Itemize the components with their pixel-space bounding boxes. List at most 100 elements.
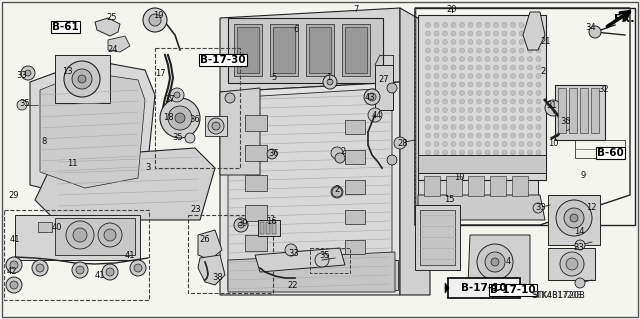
- Bar: [234, 24, 262, 76]
- Circle shape: [511, 133, 515, 138]
- Text: 20: 20: [447, 5, 457, 14]
- Circle shape: [451, 133, 456, 138]
- Circle shape: [102, 264, 118, 280]
- Text: B-17-30: B-17-30: [200, 55, 246, 65]
- Bar: [228, 18, 383, 83]
- Circle shape: [451, 159, 456, 164]
- Circle shape: [519, 124, 524, 130]
- Circle shape: [442, 73, 447, 78]
- Circle shape: [502, 40, 507, 44]
- Circle shape: [451, 23, 456, 27]
- Circle shape: [527, 116, 532, 121]
- Circle shape: [442, 142, 447, 146]
- Circle shape: [485, 65, 490, 70]
- Circle shape: [493, 48, 499, 53]
- Text: B-60: B-60: [597, 148, 624, 158]
- Polygon shape: [198, 255, 225, 285]
- Circle shape: [426, 167, 431, 172]
- Circle shape: [477, 116, 481, 121]
- Circle shape: [442, 124, 447, 130]
- Circle shape: [434, 65, 439, 70]
- Circle shape: [485, 133, 490, 138]
- Bar: [342, 24, 370, 76]
- Circle shape: [519, 23, 524, 27]
- Circle shape: [442, 116, 447, 121]
- Text: 7: 7: [353, 5, 358, 14]
- Polygon shape: [220, 8, 400, 92]
- Circle shape: [185, 133, 195, 143]
- Bar: [375, 65, 393, 110]
- Circle shape: [485, 159, 490, 164]
- Bar: [424, 176, 440, 196]
- Polygon shape: [108, 36, 130, 52]
- Text: 28: 28: [397, 138, 408, 147]
- Text: 31: 31: [547, 100, 557, 109]
- Circle shape: [442, 82, 447, 87]
- Circle shape: [533, 203, 543, 213]
- Circle shape: [434, 150, 439, 155]
- Text: 2: 2: [540, 68, 546, 77]
- Circle shape: [545, 100, 561, 116]
- Polygon shape: [55, 218, 135, 255]
- Circle shape: [536, 82, 541, 87]
- Text: 5: 5: [271, 73, 276, 83]
- Circle shape: [502, 73, 507, 78]
- Circle shape: [527, 159, 532, 164]
- Text: 33: 33: [289, 249, 300, 257]
- Circle shape: [491, 258, 499, 266]
- Text: FR.: FR.: [614, 14, 634, 24]
- Circle shape: [493, 167, 499, 172]
- Circle shape: [225, 93, 235, 103]
- Circle shape: [238, 222, 244, 228]
- Text: 27: 27: [379, 75, 389, 84]
- Circle shape: [451, 91, 456, 95]
- Circle shape: [426, 31, 431, 36]
- Circle shape: [451, 150, 456, 155]
- Circle shape: [331, 147, 343, 159]
- Circle shape: [426, 108, 431, 113]
- Circle shape: [477, 150, 481, 155]
- Circle shape: [434, 99, 439, 104]
- Circle shape: [485, 23, 490, 27]
- Circle shape: [468, 40, 473, 44]
- Circle shape: [536, 65, 541, 70]
- Bar: [237, 27, 259, 73]
- Text: 40: 40: [52, 222, 62, 232]
- Circle shape: [502, 65, 507, 70]
- Text: STK4B1720B: STK4B1720B: [534, 291, 582, 300]
- Circle shape: [493, 65, 499, 70]
- Bar: [555, 85, 605, 140]
- Polygon shape: [548, 248, 595, 280]
- Circle shape: [170, 88, 184, 102]
- Text: 39: 39: [237, 219, 248, 227]
- Circle shape: [168, 106, 192, 130]
- Circle shape: [477, 82, 481, 87]
- Bar: [345, 150, 365, 164]
- Circle shape: [426, 65, 431, 70]
- Bar: [580, 88, 588, 133]
- Circle shape: [426, 99, 431, 104]
- Circle shape: [493, 142, 499, 146]
- Circle shape: [589, 26, 601, 38]
- Circle shape: [511, 142, 515, 146]
- Circle shape: [134, 264, 142, 272]
- Circle shape: [502, 23, 507, 27]
- Circle shape: [434, 116, 439, 121]
- Circle shape: [502, 133, 507, 138]
- Circle shape: [460, 48, 465, 53]
- Circle shape: [575, 278, 585, 288]
- Text: 26: 26: [200, 235, 211, 244]
- Circle shape: [477, 108, 481, 113]
- Circle shape: [426, 159, 431, 164]
- Circle shape: [477, 167, 481, 172]
- Circle shape: [468, 91, 473, 95]
- Circle shape: [485, 167, 490, 172]
- Circle shape: [527, 167, 532, 172]
- Circle shape: [477, 48, 481, 53]
- Text: 10: 10: [548, 138, 558, 147]
- Circle shape: [536, 159, 541, 164]
- Circle shape: [468, 159, 473, 164]
- Circle shape: [434, 142, 439, 146]
- Polygon shape: [445, 283, 449, 293]
- Bar: [310, 248, 350, 273]
